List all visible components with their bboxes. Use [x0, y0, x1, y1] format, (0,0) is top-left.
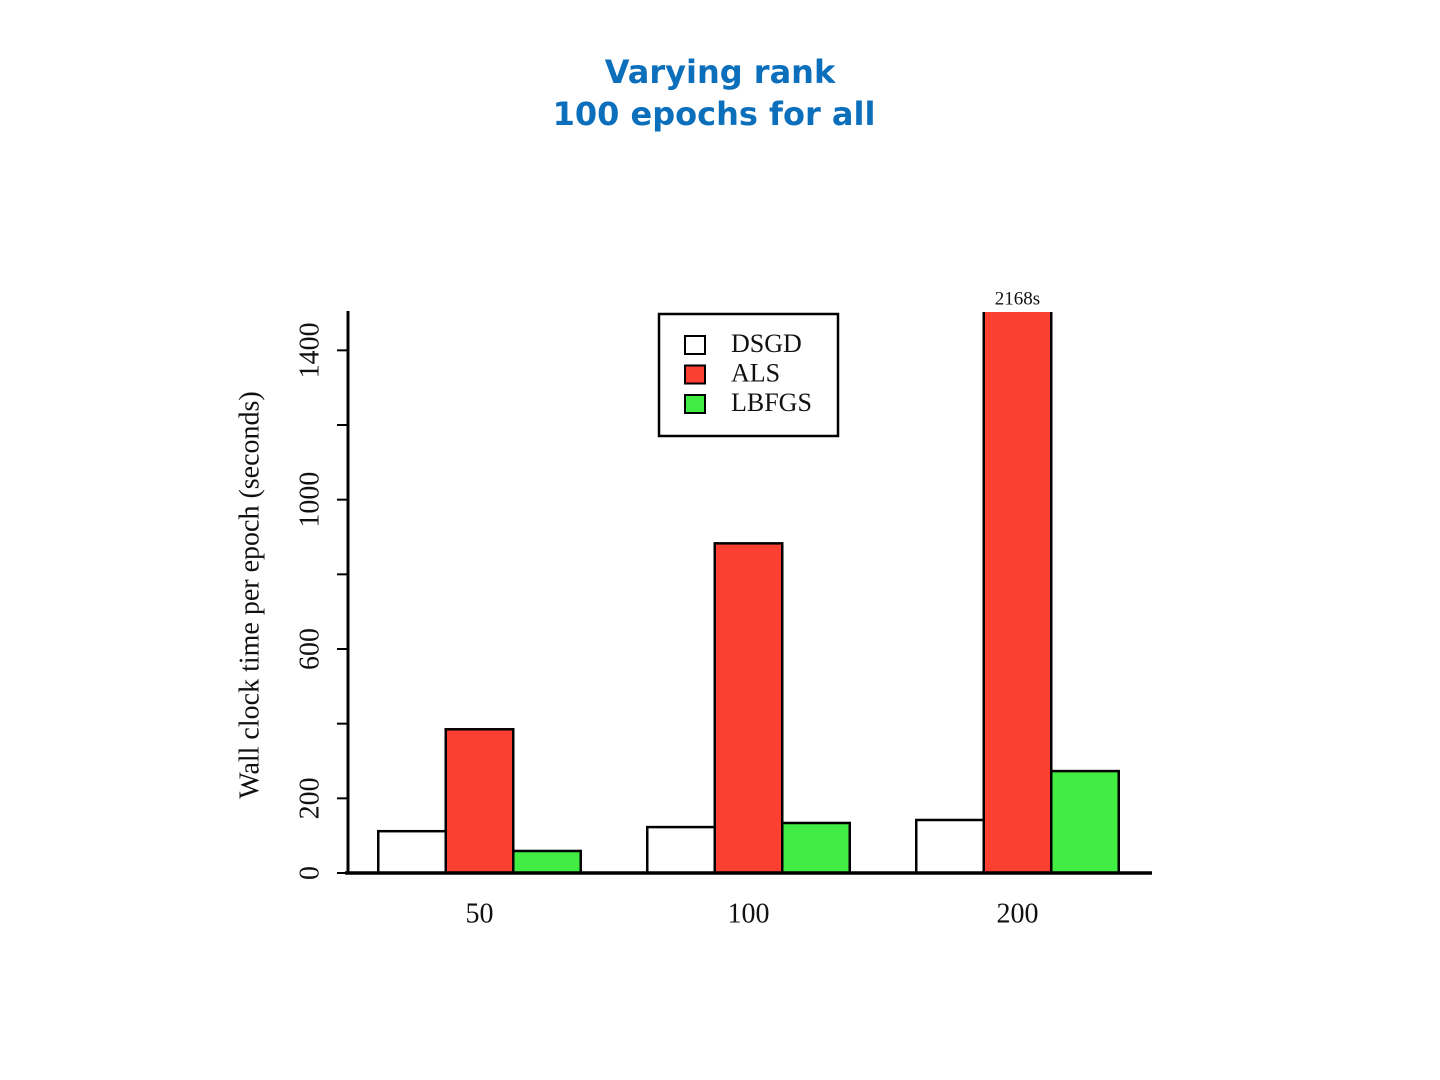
y-tick-label: 1000 [294, 472, 325, 528]
legend-label: LBFGS [731, 388, 812, 417]
bar [915, 818, 985, 875]
y-tick-label: 200 [294, 777, 325, 819]
y-tick-label: 1400 [294, 322, 325, 378]
y-tick-label: 600 [294, 628, 325, 670]
title: Varying rank [605, 53, 836, 91]
bar [781, 821, 851, 875]
x-tick-label: 200 [997, 898, 1039, 929]
bar [646, 825, 716, 875]
subtitle: 100 epochs for all [553, 95, 876, 133]
legend-swatch [684, 364, 706, 385]
plot-area [377, 312, 1120, 875]
legend-label: ALS [731, 358, 780, 387]
bar [512, 849, 582, 875]
legend-label: DSGD [731, 329, 802, 358]
legend-swatch [684, 335, 706, 355]
y-axis-label: Wall clock time per epoch (seconds) [234, 391, 265, 798]
bar [982, 312, 1053, 875]
bar [713, 542, 784, 875]
y-tick-label: 0 [294, 866, 325, 880]
bar [377, 829, 447, 875]
legend-swatch [684, 394, 706, 414]
bar [1050, 769, 1120, 875]
bar [444, 728, 515, 875]
x-tick-label: 50 [466, 898, 494, 929]
value-label: 2168s [995, 288, 1040, 309]
x-tick-label: 100 [728, 898, 770, 929]
legend-box [657, 312, 840, 438]
